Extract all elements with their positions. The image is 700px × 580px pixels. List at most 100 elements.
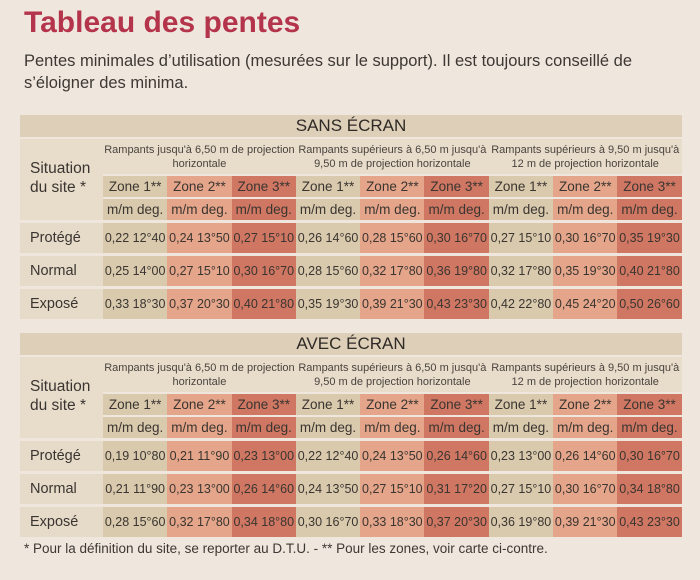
situation-label: Situation du site * [20,357,103,438]
table-cell: 0,43 23°30 [617,504,682,537]
table-cell: 0,27 15°10 [360,471,425,504]
page-title: Tableau des pentes [24,6,301,39]
table-cell: 0,22 12°40 [103,220,168,253]
zone-header: Zone 2** [553,174,618,197]
rampant-header: Rampants jusqu'à 6,50 m de projection ho… [103,357,296,392]
unit-header: m/m deg. [103,197,168,220]
unit-header: m/m deg. [553,197,618,220]
table-title: SANS ÉCRAN [20,115,682,137]
rampant-header: Rampants supérieurs à 6,50 m jusqu'à 9,5… [295,357,489,392]
table-sans-ecran: SANS ÉCRAN Situation du site * Rampants ju… [20,115,682,319]
zone-header: Zone 1** [103,392,168,415]
table-cell: 0,40 21°80 [231,286,296,319]
zone-header: Zone 3** [231,392,296,415]
table-cell: 0,36 19°80 [424,253,489,286]
table-cell: 0,50 26°60 [617,286,682,319]
unit-header: m/m deg. [617,197,682,220]
table-cell: 0,30 16°70 [424,220,489,253]
table-cell: 0,40 21°80 [617,253,682,286]
unit-header: m/m deg. [167,197,232,220]
table-cell: 0,23 13°00 [488,438,554,471]
table-grid: Situation du site * Rampants jusqu'à 6,50… [20,357,682,537]
unit-header: m/m deg. [231,415,296,438]
table-cell: 0,28 15°60 [103,504,168,537]
table-cell: 0,21 11°90 [167,438,232,471]
unit-header: m/m deg. [231,197,296,220]
row-label: Normal [20,253,103,286]
zone-header: Zone 2** [167,174,232,197]
table-cell: 0,34 18°80 [231,504,296,537]
table-cell: 0,27 15°10 [231,220,296,253]
unit-header: m/m deg. [295,415,361,438]
table-cell: 0,39 21°30 [360,286,425,319]
table-cell: 0,34 18°80 [617,471,682,504]
unit-header: m/m deg. [488,415,554,438]
table-cell: 0,24 13°50 [167,220,232,253]
table-cell: 0,42 22°80 [488,286,554,319]
table-cell: 0,21 11°90 [103,471,168,504]
zone-header: Zone 2** [553,392,618,415]
table-cell: 0,24 13°50 [360,438,425,471]
zone-header: Zone 3** [617,174,682,197]
table-cell: 0,30 16°70 [553,471,618,504]
zone-header: Zone 3** [617,392,682,415]
rampant-header: Rampants jusqu'à 6,50 m de projection ho… [103,139,296,174]
table-cell: 0,27 15°10 [488,471,554,504]
table-cell: 0,39 21°30 [553,504,618,537]
zone-header: Zone 2** [167,392,232,415]
zone-header: Zone 1** [488,392,554,415]
table-cell: 0,26 14°60 [295,220,361,253]
rampant-header: Rampants supérieurs à 9,50 m jusqu'à 12 … [488,139,682,174]
unit-header: m/m deg. [167,415,232,438]
row-label: Normal [20,471,103,504]
zone-header: Zone 1** [295,392,361,415]
rampant-header: Rampants supérieurs à 9,50 m jusqu'à 12 … [488,357,682,392]
unit-header: m/m deg. [488,197,554,220]
unit-header: m/m deg. [103,415,168,438]
table-cell: 0,30 16°70 [617,438,682,471]
unit-header: m/m deg. [424,197,489,220]
footnote: * Pour la définition du site, se reporte… [24,541,548,556]
table-cell: 0,37 20°30 [167,286,232,319]
table-cell: 0,30 16°70 [231,253,296,286]
table-cell: 0,23 13°00 [231,438,296,471]
zone-header: Zone 3** [424,174,489,197]
table-cell: 0,35 19°30 [553,253,618,286]
table-cell: 0,26 14°60 [553,438,618,471]
table-cell: 0,36 19°80 [488,504,554,537]
table-cell: 0,30 16°70 [553,220,618,253]
table-title: AVEC ÉCRAN [20,333,682,355]
table-grid: Situation du site * Rampants jusqu'à 6,50… [20,139,682,319]
row-label: Exposé [20,286,103,319]
table-cell: 0,33 18°30 [103,286,168,319]
table-cell: 0,27 15°10 [488,220,554,253]
unit-header: m/m deg. [424,415,489,438]
table-cell: 0,45 24°20 [553,286,618,319]
table-cell: 0,32 17°80 [360,253,425,286]
row-label: Exposé [20,504,103,537]
table-cell: 0,32 17°80 [488,253,554,286]
table-cell: 0,35 19°30 [295,286,361,319]
table-cell: 0,23 13°00 [167,471,232,504]
table-cell: 0,27 15°10 [167,253,232,286]
table-cell: 0,35 19°30 [617,220,682,253]
zone-header: Zone 3** [424,392,489,415]
zone-header: Zone 2** [360,174,425,197]
row-label: Protégé [20,438,103,471]
table-cell: 0,31 17°20 [424,471,489,504]
zone-header: Zone 1** [103,174,168,197]
table-cell: 0,24 13°50 [295,471,361,504]
intro-text: Pentes minimales d’utilisation (mesurées… [24,52,633,92]
unit-header: m/m deg. [553,415,618,438]
table-avec-ecran: AVEC ÉCRAN Situation du site * Rampants ju… [20,333,682,537]
zone-header: Zone 3** [231,174,296,197]
table-cell: 0,28 15°60 [360,220,425,253]
table-cell: 0,37 20°30 [424,504,489,537]
table-cell: 0,43 23°30 [424,286,489,319]
table-cell: 0,32 17°80 [167,504,232,537]
unit-header: m/m deg. [295,197,361,220]
unit-header: m/m deg. [360,415,425,438]
unit-header: m/m deg. [617,415,682,438]
unit-header: m/m deg. [360,197,425,220]
table-cell: 0,25 14°00 [103,253,168,286]
